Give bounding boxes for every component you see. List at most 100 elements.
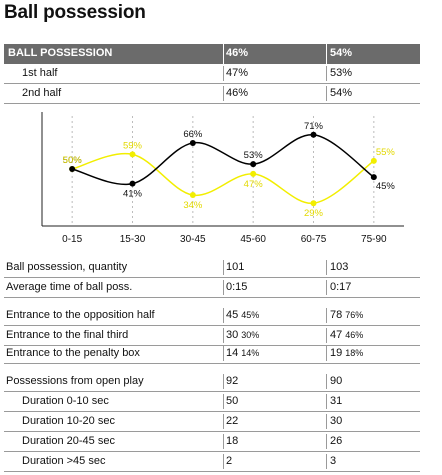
team-b-value: 53% [330,67,353,79]
column-divider [326,374,327,389]
row-label: 1st half [22,67,58,79]
column-divider [326,66,327,81]
team-b-value: 0:17 [330,281,352,293]
team-b-data-point [310,200,317,207]
team-b-cell: 19 18% [330,344,363,363]
team-b-series-line [71,152,375,204]
table-row: Duration 10-20 sec 22 30 [4,412,420,432]
header-team-b-value: 54% [330,47,353,59]
team-a-cell: 92 [226,372,238,391]
team-b-percent: 18% [345,348,364,358]
column-divider [326,454,327,469]
team-a-cell: 0:15 [226,278,247,297]
column-divider [223,434,224,449]
team-a-data-label: 45% [376,181,396,192]
team-b-cell: 26 [330,432,342,451]
team-a-value: 46% [226,87,249,99]
team-a-data-label: 71% [304,121,324,132]
row-label: Duration 20-45 sec [22,435,115,447]
team-a-value: 14 [226,347,239,359]
column-divider [326,280,327,295]
column-divider [326,44,327,64]
team-a-cell: 2 [226,452,232,471]
column-divider [326,414,327,429]
team-a-value: 50 [226,395,239,407]
team-b-percent: 76% [345,310,364,320]
team-b-data-label: 29% [304,208,324,219]
table-row: Duration 20-45 sec 18 26 [4,432,420,452]
x-tick-label: 0-15 [62,234,82,245]
column-divider [326,434,327,449]
column-divider [223,328,224,343]
column-divider [326,394,327,409]
table-row: Entrance to the opposition half 45 45% 78 76… [4,306,420,326]
team-a-cell: 50 [226,392,238,411]
team-a-data-label: 41% [123,189,143,200]
team-b-cell: 103 [330,258,348,277]
team-b-data-label: 34% [183,200,203,211]
team-b-data-label: 50% [63,155,83,166]
team-a-cell: 45 45% [226,306,259,325]
possession-line-chart: 0-15 15-30 30-45 45-60 60-75 75-90 50% 41% 66% 53… [41,112,404,245]
column-divider [223,260,224,275]
table-row: Duration 0-10 sec 50 31 [4,392,420,412]
team-b-value: 90 [330,375,343,387]
team-b-cell: 47 46% [330,326,363,345]
team-b-data-point [370,157,377,164]
table-row: 1st half 47% 53% [4,64,420,84]
column-divider [223,374,224,389]
team-b-value: 47 [330,329,343,341]
team-b-value: 31 [330,395,343,407]
x-tick-label: 30-45 [180,234,206,245]
team-a-data-point [69,166,76,172]
column-divider [223,454,224,469]
table-row: Entrance to the penalty box 14 14% 19 18% [4,344,420,364]
team-b-data-point [189,192,196,199]
table-row: Entrance to the final third 30 30% 47 46% [4,326,420,346]
column-divider [326,308,327,323]
team-b-cell: 31 [330,392,342,411]
possession-header-row: BALL POSSESSION 46% 54% [4,44,420,64]
team-a-data-point [129,180,136,187]
team-a-series-line [71,134,375,186]
team-b-cell: 3 [330,452,336,471]
team-b-data-point [250,170,257,177]
team-b-percent: 46% [345,330,364,340]
table-row: Average time of ball poss. 0:15 0:17 [4,278,420,298]
team-a-value: 18 [226,435,239,447]
row-label: Duration 10-20 sec [22,415,115,427]
team-a-data-point [250,161,257,168]
team-a-value: 2 [226,455,233,467]
team-a-value: 101 [226,261,245,273]
team-a-percent: 30% [241,330,260,340]
row-label: Entrance to the final third [6,329,129,341]
team-b-value: 78 [330,309,343,321]
column-divider [223,44,224,64]
row-label: Duration 0-10 sec [22,395,109,407]
team-a-value: 22 [226,415,239,427]
column-divider [223,346,224,361]
row-label: Possessions from open play [6,375,144,387]
team-a-percent: 14% [241,348,260,358]
table-row: Duration >45 sec 2 3 [4,452,420,472]
team-a-data-point [370,174,377,181]
team-b-cell: 90 [330,372,342,391]
column-divider [223,66,224,81]
column-divider [326,328,327,343]
team-a-data-point [189,139,196,146]
team-a-data-label: 66% [183,129,203,140]
column-divider [326,260,327,275]
header-label: BALL POSSESSION [8,47,113,59]
row-label: Entrance to the penalty box [6,347,140,359]
table-row: Ball possession, quantity 101 103 [4,258,420,278]
column-divider [326,86,327,101]
column-divider [223,394,224,409]
x-tick-label: 45-60 [240,234,266,245]
team-a-value: 92 [226,375,239,387]
column-divider [223,308,224,323]
team-b-data-label: 47% [244,179,264,190]
team-b-data-label: 55% [376,147,396,158]
team-a-cell: 18 [226,432,238,451]
row-label: Duration >45 sec [22,455,106,467]
team-b-value: 54% [330,87,353,99]
